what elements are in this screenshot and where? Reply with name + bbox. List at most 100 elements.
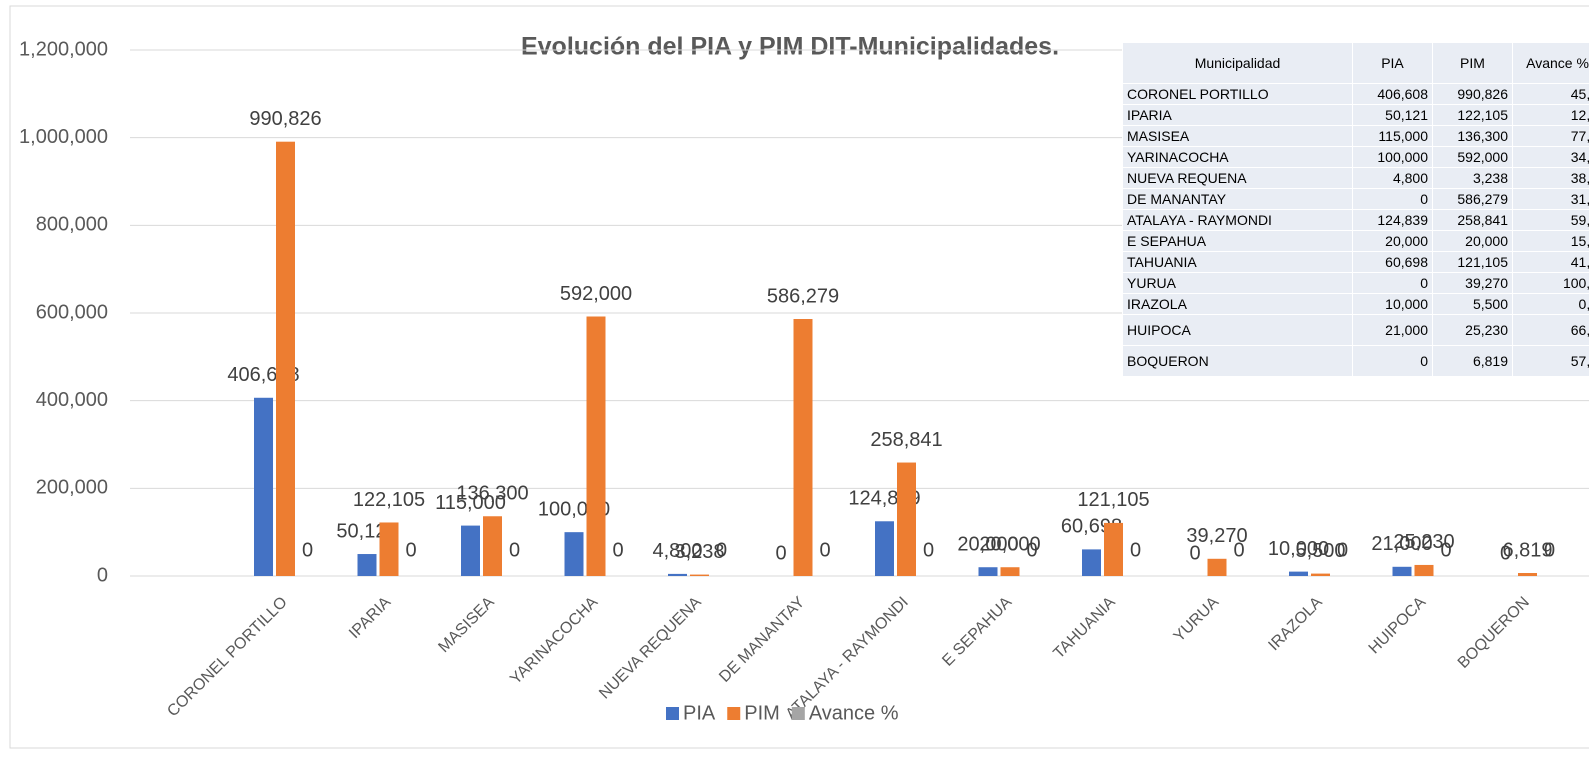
table-cell: 10,000 — [1352, 293, 1433, 315]
legend-swatch — [727, 707, 741, 720]
table-cell: 586,279 — [1432, 188, 1513, 210]
table-cell: 41,9 — [1512, 251, 1589, 273]
bar — [1082, 549, 1101, 576]
table-cell: 0 — [1352, 345, 1433, 377]
data-label: 0 — [612, 539, 623, 561]
data-label: 21,000 — [1371, 533, 1432, 555]
table-cell: 20,000 — [1352, 230, 1433, 252]
data-label: 20,000 — [979, 534, 1040, 556]
table-cell: 990,826 — [1432, 83, 1513, 105]
table-cell: MASISEA — [1122, 125, 1353, 147]
table-cell: E SEPAHUA — [1122, 230, 1353, 252]
legend-label: Avance % — [809, 702, 899, 724]
table-cell: YARINACOCHA — [1122, 146, 1353, 168]
table-cell: 25,230 — [1432, 314, 1513, 346]
data-label: 0 — [819, 539, 830, 561]
table-header-row: Municipalidad PIA PIM Avance % — [1122, 42, 1589, 84]
data-label: 592,000 — [560, 283, 632, 305]
table-cell: HUIPOCA — [1122, 314, 1353, 346]
table-cell: 15,6 — [1512, 230, 1589, 252]
table-cell: 5,500 — [1432, 293, 1513, 315]
data-label: 5,500 — [1295, 540, 1345, 562]
table-cell: 122,105 — [1432, 104, 1513, 126]
data-label: 20,000 — [957, 534, 1018, 556]
table-cell: TAHUANIA — [1122, 251, 1353, 273]
legend-swatch — [791, 707, 805, 720]
data-label: 121,105 — [1077, 489, 1149, 511]
y-tick-label: 1,200,000 — [19, 38, 108, 60]
table-cell: 6,819 — [1432, 345, 1513, 377]
data-label: 0 — [405, 539, 416, 561]
bar — [1104, 522, 1123, 576]
table-cell: 21,000 — [1352, 314, 1433, 346]
table-cell: 3,238 — [1432, 167, 1513, 189]
table-cell: 77,0 — [1512, 125, 1589, 147]
bar — [793, 319, 813, 576]
data-label: 0 — [923, 539, 934, 561]
bar — [379, 522, 399, 576]
bar — [564, 532, 584, 576]
data-label: 258,841 — [870, 429, 942, 451]
table-cell: 38,2 — [1512, 167, 1589, 189]
data-label: 10,000 — [1268, 538, 1329, 560]
y-tick-label: 1,000,000 — [19, 126, 108, 148]
table-cell: 59,5 — [1512, 209, 1589, 231]
table-header-cell: PIM — [1432, 42, 1513, 84]
table-cell: ATALAYA - RAYMONDI — [1122, 209, 1353, 231]
table-cell: NUEVA REQUENA — [1122, 167, 1353, 189]
bar — [1414, 564, 1434, 576]
table-cell: 57,9 — [1512, 345, 1589, 377]
bar — [1518, 573, 1537, 576]
table-header-cell: Municipalidad — [1122, 42, 1353, 84]
data-label: 0 — [1189, 542, 1200, 564]
table-header-cell: Avance % — [1512, 42, 1589, 84]
bar — [1207, 558, 1227, 576]
table-cell: 0 — [1352, 272, 1433, 294]
legend-label: PIA — [683, 702, 716, 724]
bar — [1392, 566, 1412, 576]
data-label: 39,270 — [1186, 525, 1247, 547]
table-cell: 39,270 — [1432, 272, 1513, 294]
table-cell: 60,698 — [1352, 251, 1433, 273]
y-tick-label: 800,000 — [36, 214, 108, 236]
bar — [1289, 571, 1308, 576]
data-label: 122,105 — [353, 489, 425, 511]
bar — [586, 316, 606, 576]
table-cell: 34,1 — [1512, 146, 1589, 168]
table-cell: 100,0 — [1512, 272, 1589, 294]
table-cell: IPARIA — [1122, 104, 1353, 126]
bar — [461, 525, 480, 576]
table-header-cell: PIA — [1352, 42, 1433, 84]
bar — [875, 521, 894, 576]
legend-swatch — [666, 707, 679, 720]
table-cell: BOQUERON — [1122, 345, 1353, 377]
table-cell: IRAZOLA — [1122, 293, 1353, 315]
bar — [897, 462, 916, 576]
table-cell: 4,800 — [1352, 167, 1433, 189]
table-cell: 66,8 — [1512, 314, 1589, 346]
table-cell: CORONEL PORTILLO — [1122, 83, 1353, 105]
data-label: 136,300 — [456, 483, 528, 505]
data-label: 4,800 — [652, 540, 702, 562]
bar — [483, 516, 502, 576]
data-label: 0 — [775, 542, 786, 564]
bar — [357, 554, 377, 576]
data-label: 25,230 — [1393, 531, 1454, 553]
table-cell: 50,121 — [1352, 104, 1433, 126]
y-tick-label: 600,000 — [36, 301, 108, 323]
data-label: 990,826 — [249, 108, 321, 130]
data-label: 0 — [1500, 542, 1511, 564]
table-cell: 592,000 — [1432, 146, 1513, 168]
data-label: 0 — [302, 539, 313, 561]
data-label: 0 — [1544, 539, 1555, 561]
